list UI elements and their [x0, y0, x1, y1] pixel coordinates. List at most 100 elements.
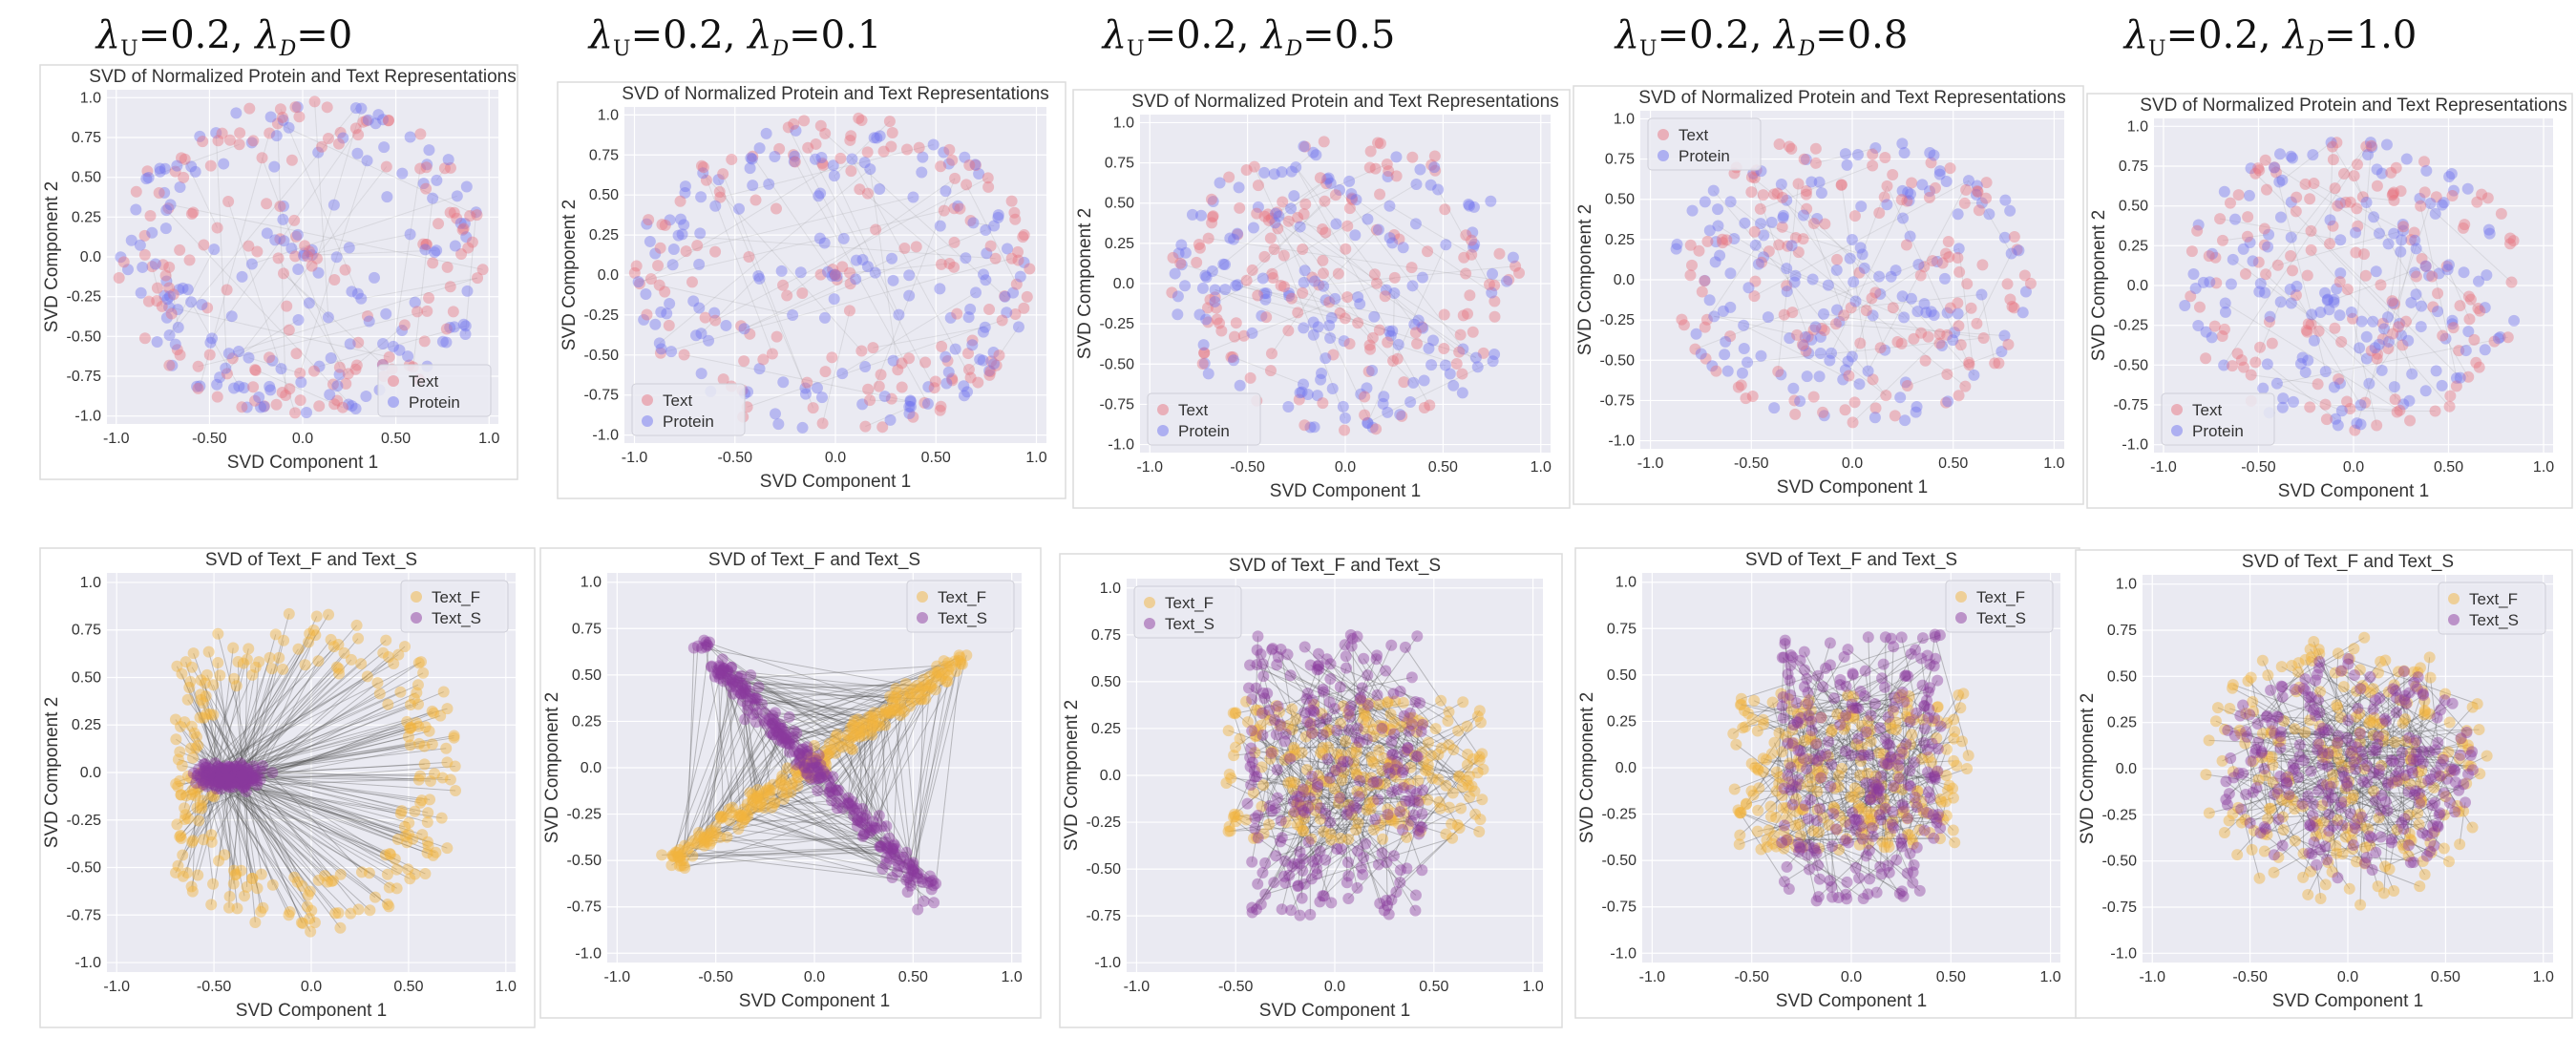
text-f-point — [1777, 802, 1789, 815]
text-point — [1918, 261, 1931, 273]
text-f-point — [380, 634, 392, 646]
text-f-point — [278, 634, 290, 646]
y-tick-label: 0.0 — [80, 765, 101, 781]
protein-point — [1252, 201, 1264, 213]
text-point — [1258, 250, 1271, 263]
text-f-point — [412, 773, 425, 786]
link-line — [965, 184, 1018, 285]
protein-point — [185, 296, 198, 308]
link-line — [638, 210, 944, 283]
text-f-point — [184, 742, 197, 754]
text-point — [1914, 269, 1927, 282]
protein-point — [2355, 315, 2368, 328]
text-f-point — [422, 807, 434, 819]
text-f-point — [389, 853, 401, 865]
protein-point — [1407, 376, 1420, 389]
text-f-point — [180, 867, 193, 879]
text-f-point — [1340, 735, 1352, 748]
protein-point — [1873, 270, 1886, 283]
x-tick-label: -0.50 — [718, 450, 753, 466]
text-f-point — [1735, 806, 1747, 818]
data-layer — [1166, 136, 1526, 436]
protein-point — [1247, 222, 1259, 234]
text-point — [1756, 256, 1768, 268]
pair-line — [203, 717, 217, 778]
protein-point — [1355, 388, 1367, 400]
pair-line — [221, 639, 331, 777]
text-point — [2372, 348, 2384, 360]
protein-point — [1703, 294, 1716, 307]
text-point — [1320, 178, 1333, 190]
protein-point — [1390, 151, 1403, 163]
pair-line — [179, 777, 228, 837]
text-point — [1024, 263, 1036, 275]
pair-line — [206, 674, 248, 771]
protein-point — [2192, 219, 2205, 231]
text-point — [243, 240, 255, 252]
protein-point — [163, 290, 176, 303]
text-f-point — [352, 632, 365, 645]
protein-point — [1259, 293, 1272, 306]
protein-point — [992, 209, 1004, 222]
y-tick-label: 1.0 — [2127, 118, 2148, 135]
protein-point — [1949, 327, 1961, 339]
text-s-point — [1256, 658, 1269, 670]
protein-point — [632, 276, 644, 288]
pair-line — [225, 763, 425, 776]
pair-line — [237, 662, 243, 772]
x-tick-label: 1.0 — [2039, 969, 2060, 985]
protein-point — [245, 137, 258, 149]
text-s-point — [1402, 742, 1414, 754]
text-point — [2404, 414, 2417, 427]
protein-point — [693, 302, 706, 314]
pair-line — [191, 667, 256, 771]
text-s-point — [1302, 836, 1315, 848]
text-point — [192, 382, 204, 394]
text-point — [1343, 202, 1356, 215]
protein-point — [211, 378, 223, 391]
y-tick-label: -0.50 — [1100, 356, 1135, 372]
protein-point — [1999, 194, 2012, 206]
link-line — [2329, 146, 2333, 244]
protein-point — [2274, 211, 2287, 223]
text-f-point — [383, 881, 395, 894]
text-f-point — [829, 737, 841, 750]
link-line — [1322, 229, 1380, 287]
link-line — [660, 258, 1012, 354]
text-point — [948, 202, 961, 215]
protein-point — [1809, 321, 1822, 333]
text-point — [1880, 390, 1892, 402]
protein-point — [275, 363, 287, 375]
text-s-point — [769, 707, 781, 719]
pair-line — [194, 775, 222, 794]
scatter-panel: SVD of Text_F and Text_S-1.0 -0.50 0.0 0.50… — [1574, 547, 2080, 1019]
protein-point — [886, 252, 898, 265]
legend-marker — [2171, 404, 2183, 415]
text-point — [1277, 196, 1289, 208]
text-s-point — [1245, 778, 1257, 791]
text-point — [1340, 243, 1352, 255]
text-f-point — [424, 794, 436, 806]
protein-point — [283, 121, 295, 134]
text-s-point — [1271, 792, 1283, 804]
pair-line — [225, 783, 442, 819]
pair-line — [209, 648, 299, 784]
protein-point — [427, 192, 439, 204]
y-tick-label: -1.0 — [74, 955, 101, 971]
text-point — [440, 323, 453, 335]
text-point — [1456, 368, 1468, 380]
text-s-point — [1334, 681, 1346, 693]
protein-point — [1200, 313, 1213, 326]
text-point — [303, 245, 315, 258]
text-s-point — [1307, 705, 1320, 717]
link-line — [1830, 352, 1887, 396]
text-point — [1299, 419, 1311, 432]
protein-point — [1962, 175, 1974, 187]
text-s-point — [220, 775, 232, 788]
protein-point — [172, 304, 184, 316]
text-s-point — [1411, 630, 1424, 643]
pair-line — [242, 774, 451, 781]
protein-point — [161, 293, 174, 306]
text-f-point — [207, 878, 220, 890]
